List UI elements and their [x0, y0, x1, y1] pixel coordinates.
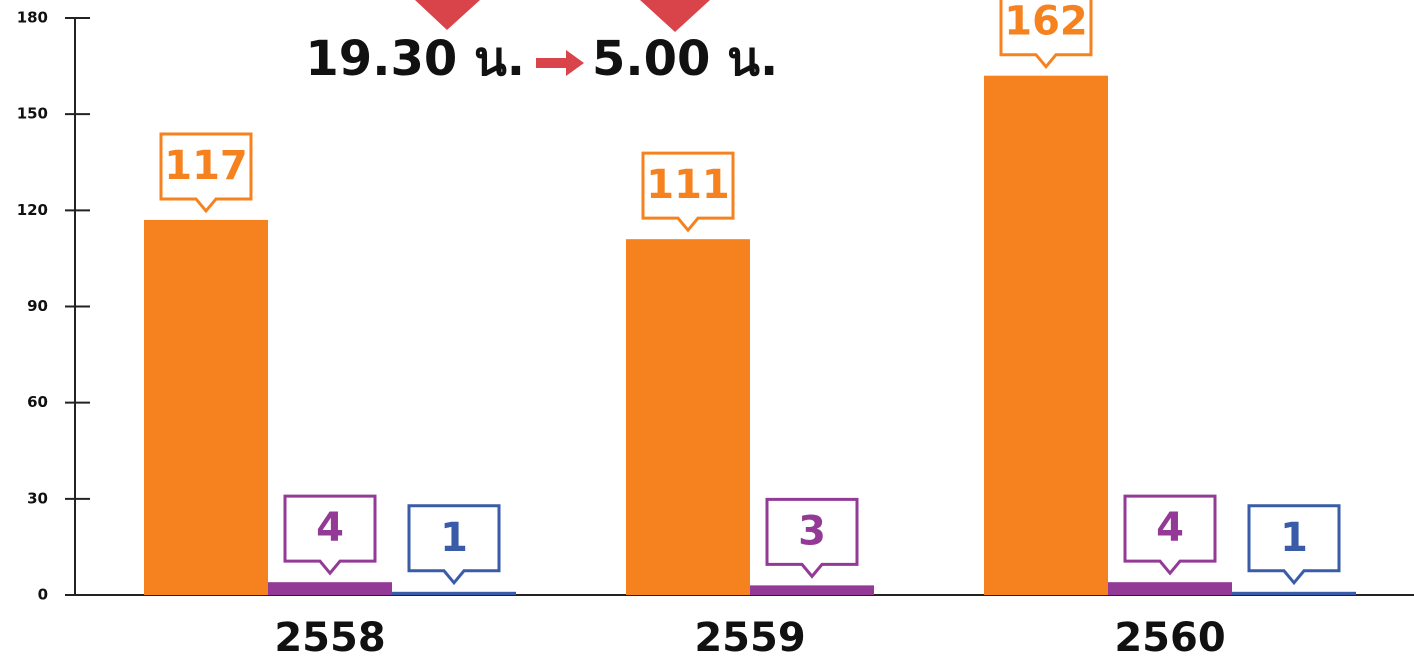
y-tick-label: 0: [38, 586, 48, 604]
bar: [626, 239, 750, 595]
bar: [1108, 582, 1232, 595]
decoration: [640, 0, 710, 32]
y-tick-label: 180: [17, 9, 48, 27]
value-label: 3: [798, 508, 826, 554]
annotation: 19.30 น.: [305, 31, 525, 87]
callout: [765, 497, 859, 579]
bar: [1232, 591, 1356, 595]
bar: [392, 591, 516, 595]
value-label: 4: [1156, 505, 1184, 551]
value-label: 111: [646, 162, 730, 208]
y-tick-label: 30: [27, 489, 48, 507]
bar: [750, 585, 874, 595]
value-label: 117: [164, 143, 248, 189]
annotation: 5.00 น.: [592, 31, 778, 87]
callout: [1247, 504, 1341, 586]
y-tick-label: 150: [17, 105, 48, 123]
y-tick-label: 90: [27, 297, 48, 315]
arrow: [536, 50, 584, 76]
bar: [984, 75, 1108, 595]
y-tick-label: 60: [27, 393, 48, 411]
callout: [1123, 494, 1217, 576]
callout: [283, 494, 377, 576]
x-tick-label: 2558: [274, 615, 385, 661]
x-tick-label: 2560: [1114, 615, 1225, 661]
value-label: 162: [1004, 0, 1088, 45]
decoration: [415, 0, 480, 30]
bar: [144, 219, 268, 595]
callout: [641, 151, 735, 233]
value-label: 1: [440, 515, 468, 561]
callout: [159, 132, 253, 214]
value-label: 1: [1280, 515, 1308, 561]
value-label: 4: [316, 505, 344, 551]
bar: [268, 582, 392, 595]
callout: [999, 0, 1093, 70]
y-tick-label: 120: [17, 201, 48, 219]
x-tick-label: 2559: [694, 615, 805, 661]
callout: [407, 504, 501, 586]
